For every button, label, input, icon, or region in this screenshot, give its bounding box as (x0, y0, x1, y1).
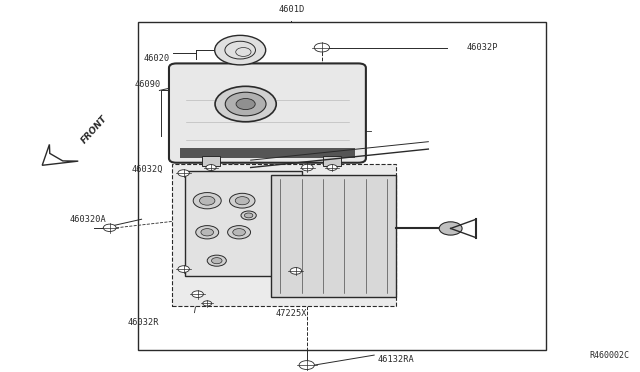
Circle shape (233, 229, 245, 236)
Circle shape (201, 229, 214, 236)
Bar (323, 157, 341, 166)
Circle shape (301, 164, 313, 171)
Circle shape (299, 360, 314, 369)
Circle shape (211, 258, 222, 264)
Circle shape (236, 197, 249, 205)
Circle shape (225, 92, 266, 116)
Circle shape (215, 86, 276, 122)
Circle shape (290, 267, 301, 274)
Circle shape (203, 301, 212, 306)
Circle shape (178, 170, 189, 176)
Circle shape (244, 213, 253, 218)
Circle shape (214, 35, 266, 65)
Text: FRONT: FRONT (80, 114, 109, 145)
Circle shape (228, 225, 250, 239)
Circle shape (206, 164, 216, 170)
Text: 46045: 46045 (333, 176, 359, 185)
Text: R460002C: R460002C (589, 351, 629, 360)
Circle shape (314, 43, 330, 52)
Text: 460320A: 460320A (70, 215, 106, 224)
Circle shape (327, 164, 337, 170)
Text: 46032R: 46032R (128, 318, 159, 327)
Polygon shape (42, 144, 78, 165)
Text: 46090: 46090 (134, 80, 161, 89)
Circle shape (178, 266, 189, 272)
Circle shape (241, 211, 256, 220)
Text: 46020: 46020 (144, 54, 170, 63)
Bar (138, 22, 546, 350)
Bar (180, 148, 355, 158)
Text: 47225X: 47225X (275, 309, 307, 318)
Circle shape (230, 193, 255, 208)
FancyBboxPatch shape (169, 63, 366, 163)
Bar (185, 171, 302, 276)
Circle shape (236, 99, 255, 110)
Bar (271, 175, 396, 297)
Circle shape (193, 193, 221, 209)
Text: 4601D: 4601D (278, 5, 305, 14)
Circle shape (200, 196, 215, 205)
Text: 46132RA: 46132RA (378, 355, 414, 364)
Bar (202, 157, 220, 166)
Circle shape (196, 225, 219, 239)
Text: 46032P: 46032P (467, 43, 498, 52)
Text: 46045: 46045 (220, 193, 246, 202)
Circle shape (103, 224, 116, 231)
Bar (172, 164, 396, 306)
Circle shape (207, 255, 227, 266)
Circle shape (192, 291, 204, 298)
Text: 46032Q: 46032Q (131, 165, 163, 174)
Circle shape (439, 222, 462, 235)
